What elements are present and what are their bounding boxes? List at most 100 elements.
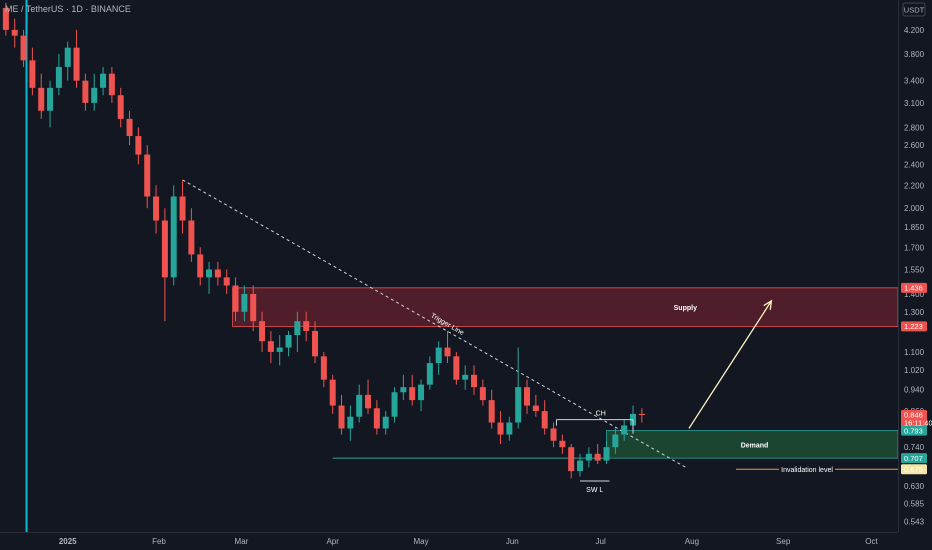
- x-tick-label: Sep: [776, 537, 791, 546]
- candle-body: [409, 387, 416, 401]
- candle-body: [179, 196, 186, 221]
- currency-selector[interactable]: USDT: [902, 2, 926, 17]
- invalidation-label-bg: [779, 464, 836, 475]
- candle-body: [568, 447, 575, 472]
- candle-body: [435, 347, 442, 364]
- candle-body: [276, 347, 283, 352]
- y-tick-label: 2.200: [904, 181, 925, 190]
- candle-body: [29, 60, 36, 88]
- candle-body: [382, 416, 389, 429]
- candle-body: [232, 285, 239, 312]
- candle-body: [347, 416, 354, 429]
- candle-body: [532, 405, 539, 412]
- price-badge: [901, 410, 927, 429]
- y-tick-label: 1.700: [904, 243, 925, 252]
- price-badge-value: 0.793: [904, 426, 923, 435]
- candle-body: [471, 374, 478, 388]
- price-badge-value: 1.436: [904, 284, 923, 293]
- candle-body: [497, 422, 504, 435]
- candle-body: [188, 220, 195, 255]
- price-badge-value: 0.675: [904, 465, 923, 474]
- invalidation-label: Invalidation level: [781, 467, 833, 474]
- candle-body: [47, 87, 54, 111]
- candle-body: [329, 379, 336, 406]
- candle-body: [338, 405, 345, 429]
- x-tick-label: Jun: [506, 537, 519, 546]
- candle-body: [515, 387, 522, 423]
- price-badge: [901, 282, 927, 293]
- candle-body: [64, 47, 71, 67]
- y-tick-label: 0.940: [904, 386, 925, 395]
- x-tick-label: Aug: [685, 537, 699, 546]
- x-tick-label: Apr: [326, 537, 339, 546]
- candle-body: [585, 453, 592, 461]
- supply-zone-label: Supply: [674, 305, 697, 312]
- candle-body: [444, 347, 451, 357]
- candle-body: [91, 87, 98, 103]
- candle-body: [144, 154, 151, 197]
- candle-body: [603, 447, 610, 461]
- pair-title: ME / TetherUS · 1D · BINANCE: [5, 4, 131, 14]
- candle-body: [197, 254, 204, 278]
- y-tick-label: 2.000: [904, 204, 925, 213]
- price-badge: [901, 453, 927, 464]
- candle-body: [161, 220, 168, 278]
- choch-label: CH: [596, 411, 606, 418]
- projection-arrow: [688, 300, 772, 429]
- currency-box[interactable]: [902, 2, 926, 17]
- candle-body: [38, 87, 45, 111]
- candle-body: [559, 440, 566, 448]
- x-tick-label: May: [413, 537, 428, 546]
- x-tick-label: 2025: [59, 537, 77, 546]
- y-tick-label: 1.400: [904, 290, 925, 299]
- candle-body: [373, 408, 380, 429]
- trigger-line: [182, 179, 687, 468]
- candle-body: [135, 136, 142, 155]
- y-tick-label: 0.585: [904, 500, 925, 509]
- y-tick-label: 3.400: [904, 77, 925, 86]
- price-badge: [901, 464, 927, 475]
- candle-body: [462, 374, 469, 380]
- candle-body: [259, 321, 266, 342]
- candle-body: [550, 428, 557, 441]
- candle-body: [479, 387, 486, 401]
- candle-body: [453, 356, 460, 380]
- candle-body: [11, 29, 18, 36]
- demand-zone-label: Demand: [741, 442, 769, 449]
- candle-body: [73, 47, 80, 81]
- candle-body: [285, 335, 292, 348]
- candle-body: [621, 425, 628, 435]
- candle-body: [612, 434, 619, 448]
- price-badge-value: 1.223: [904, 322, 923, 331]
- y-tick-label: 2.800: [904, 123, 925, 132]
- projection-arrow-head: [763, 299, 773, 310]
- y-tick-label: 0.543: [904, 518, 925, 527]
- candle-body: [400, 387, 407, 393]
- candle-body: [541, 411, 548, 429]
- candle-body: [206, 269, 213, 278]
- price-badge: [901, 321, 927, 332]
- candle-body: [126, 118, 133, 137]
- y-tick-label: 0.740: [904, 443, 925, 452]
- candle-body: [356, 394, 363, 417]
- candle-body: [488, 400, 495, 423]
- candle-body: [506, 422, 513, 435]
- x-tick-label: Oct: [865, 537, 878, 546]
- y-tick-label: 0.630: [904, 482, 925, 491]
- candle-body: [365, 394, 372, 409]
- candle-body: [594, 453, 601, 461]
- candle-body: [100, 73, 107, 88]
- quote-currency[interactable]: USDT: [904, 6, 925, 15]
- candle-body: [82, 80, 89, 103]
- demand-zone: [606, 430, 899, 459]
- candle-body: [117, 95, 124, 119]
- candle-body: [294, 321, 301, 336]
- candle-body: [312, 330, 319, 357]
- candle-body: [320, 356, 327, 380]
- candle-body: [250, 293, 257, 322]
- candle-body: [241, 293, 248, 312]
- candle-body: [638, 413, 645, 416]
- candle-body: [267, 341, 274, 352]
